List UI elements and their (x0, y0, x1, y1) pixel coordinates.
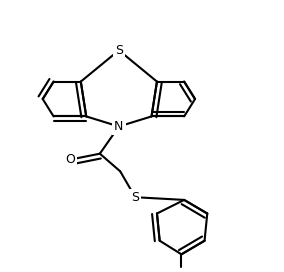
Text: N: N (114, 120, 124, 133)
Text: S: S (115, 44, 123, 57)
Text: O: O (65, 153, 75, 166)
Text: S: S (131, 191, 139, 204)
